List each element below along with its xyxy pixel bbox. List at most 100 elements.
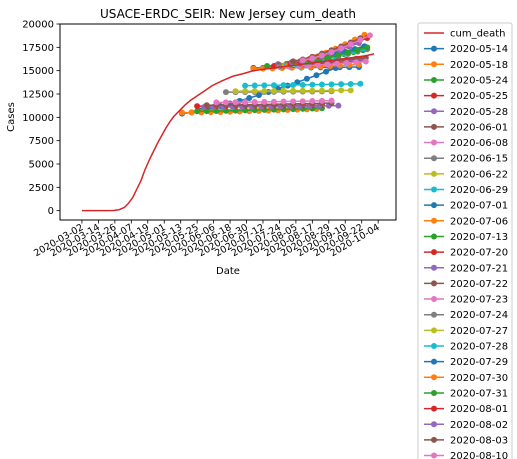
legend-swatch-marker xyxy=(431,389,437,396)
forecast-point-2020-06-22 xyxy=(251,88,258,95)
legend-label: 2020-07-01 xyxy=(450,201,508,212)
legend-label: 2020-06-08 xyxy=(450,138,508,149)
legend-swatch-marker xyxy=(431,217,437,224)
legend-label: 2020-07-20 xyxy=(450,248,508,259)
y-tick-label: 5000 xyxy=(29,160,54,171)
forecast-point-2020-06-29 xyxy=(338,81,345,88)
forecast-point-2020-07-31 xyxy=(354,47,361,54)
forecast-point-2020-07-31 xyxy=(345,49,351,56)
forecast-point-2020-05-14 xyxy=(246,95,253,102)
legend-swatch-marker xyxy=(431,374,437,381)
forecast-point-2020-08-03 xyxy=(290,58,297,65)
forecast-point-2020-06-22 xyxy=(290,87,297,94)
legend-swatch-marker xyxy=(431,358,437,365)
legend-swatch-marker xyxy=(431,452,437,459)
y-axis: 0 2500 5000 7500 10000 12500 15000 17500 20000 xyxy=(22,20,60,217)
legend-swatch-marker xyxy=(431,123,437,130)
forecast-point-2020-07-23 xyxy=(324,61,331,68)
forecast-point-2020-08-10 xyxy=(309,55,316,62)
legend-label: 2020-05-14 xyxy=(450,44,508,55)
forecast-point-2020-05-14 xyxy=(303,75,310,82)
legend-swatch-marker xyxy=(431,280,437,287)
legend-swatch-marker xyxy=(431,76,437,83)
legend-label: 2020-05-24 xyxy=(450,75,508,86)
forecast-point-2020-06-22 xyxy=(242,88,249,95)
forecast-point-2020-06-29 xyxy=(357,80,364,87)
forecast-point-2020-06-29 xyxy=(270,82,277,89)
legend-swatch-marker xyxy=(431,436,437,443)
legend: cum_death 2020-05-14 2020-05-18 2020-05-24 2… xyxy=(417,22,513,459)
legend-swatch-marker xyxy=(431,249,437,256)
legend-label: 2020-05-25 xyxy=(450,91,508,102)
forecast-point-2020-06-29 xyxy=(299,81,306,88)
legend-swatch-marker xyxy=(431,343,437,349)
forecast-point-2020-06-08 xyxy=(299,98,306,105)
legend-swatch-marker xyxy=(431,311,437,318)
legend-swatch-marker xyxy=(431,108,437,115)
legend-label: 2020-07-22 xyxy=(450,279,508,290)
legend-swatch-marker xyxy=(431,45,437,52)
plot-frame xyxy=(59,23,397,221)
forecast-point-2020-06-22 xyxy=(318,87,325,94)
legend-label: 2020-06-22 xyxy=(450,169,508,180)
actual-line-cum_death xyxy=(81,53,375,212)
y-tick-label: 15000 xyxy=(22,66,54,77)
legend-label: 2020-06-29 xyxy=(450,185,508,196)
forecast-point-2020-07-31 xyxy=(335,52,342,59)
forecast-point-2020-06-29 xyxy=(242,82,249,89)
forecast-point-2020-06-15 xyxy=(222,89,229,96)
forecast-point-2020-06-29 xyxy=(261,82,268,89)
y-tick-label: 7500 xyxy=(29,136,54,147)
forecast-point-2020-06-08 xyxy=(232,99,239,106)
forecast-point-2020-05-18 xyxy=(179,109,186,116)
legend-swatch-marker xyxy=(431,202,437,209)
forecast-point-2020-06-22 xyxy=(309,87,316,94)
forecast-point-2020-06-08 xyxy=(242,99,249,106)
forecast-point-2020-06-22 xyxy=(270,87,277,94)
forecast-point-2020-07-23 xyxy=(362,58,369,65)
forecast-point-2020-08-10 xyxy=(357,36,364,43)
forecast-point-2020-06-22 xyxy=(347,87,354,94)
forecast-point-2020-08-10 xyxy=(366,32,373,39)
forecast-point-2020-06-08 xyxy=(290,98,297,105)
legend-label: 2020-07-13 xyxy=(450,232,508,243)
forecast-point-2020-07-31 xyxy=(364,44,371,51)
y-tick-label: 2500 xyxy=(29,183,54,194)
forecast-point-2020-08-10 xyxy=(299,57,306,64)
plot-area xyxy=(81,31,375,212)
forecast-point-2020-06-08 xyxy=(251,98,258,105)
legend-swatch-marker xyxy=(431,421,437,428)
x-axis-label: Date xyxy=(216,266,240,277)
forecast-point-2020-05-14 xyxy=(323,68,330,75)
forecast-point-2020-06-29 xyxy=(318,81,325,88)
legend-label: 2020-07-21 xyxy=(450,263,508,274)
legend-label: 2020-07-31 xyxy=(450,388,508,399)
forecast-point-2020-06-08 xyxy=(309,98,316,105)
legend-label: 2020-07-30 xyxy=(450,373,508,384)
legend-label: cum_death xyxy=(450,29,505,40)
legend-label: 2020-08-10 xyxy=(450,451,508,459)
legend-label: 2020-06-15 xyxy=(450,154,508,165)
legend-label: 2020-08-03 xyxy=(450,435,508,446)
forecast-point-2020-06-08 xyxy=(280,98,287,105)
y-tick-label: 0 xyxy=(48,206,54,217)
forecast-point-2020-06-01 xyxy=(203,102,210,109)
forecast-point-2020-06-08 xyxy=(318,97,325,104)
legend-label: 2020-07-28 xyxy=(450,342,508,353)
forecast-point-2020-06-08 xyxy=(213,99,220,106)
legend-swatch-marker xyxy=(431,233,437,240)
forecast-point-2020-05-18 xyxy=(188,109,195,116)
forecast-point-2020-08-10 xyxy=(318,52,325,59)
forecast-point-2020-08-10 xyxy=(338,45,345,52)
legend-swatch-marker xyxy=(431,405,437,412)
legend-label: 2020-05-28 xyxy=(450,107,508,118)
forecast-point-2020-05-14 xyxy=(255,92,262,99)
legend-swatch-marker xyxy=(431,327,437,334)
forecast-point-2020-06-29 xyxy=(280,82,287,89)
forecast-point-2020-06-29 xyxy=(251,82,258,89)
legend-label: 2020-08-01 xyxy=(450,404,508,415)
chart-title: USACE-ERDC_SEIR: New Jersey cum_death xyxy=(100,7,356,21)
forecast-point-2020-05-24 xyxy=(194,108,201,115)
forecast-point-2020-06-22 xyxy=(261,88,268,95)
